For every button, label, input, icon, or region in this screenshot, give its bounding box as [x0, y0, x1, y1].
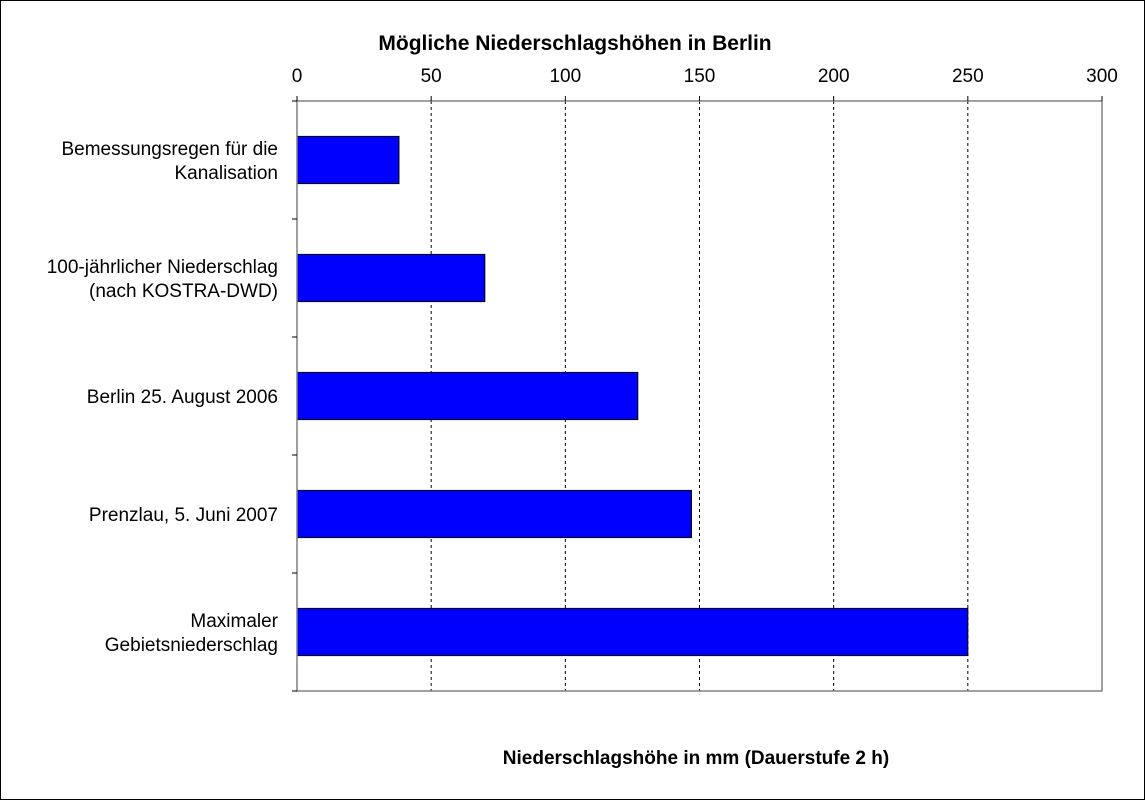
x-tick-label: 200	[818, 66, 850, 87]
x-tick-label: 0	[292, 66, 303, 87]
category-label-line: 100-jährlicher Niederschlag	[47, 257, 278, 278]
x-tick-label: 300	[1086, 66, 1118, 87]
x-tick-label: 150	[684, 66, 716, 87]
x-tick-label: 50	[421, 66, 442, 87]
category-label-line: Prenzlau, 5. Juni 2007	[89, 505, 278, 526]
bar	[296, 135, 400, 185]
category-label: Maximaler Gebietsniederschlag	[105, 611, 279, 656]
category-label-line: Maximaler	[190, 611, 278, 632]
category-label: 100-jährlicher Niederschlag (nach KOSTRA-…	[47, 257, 278, 302]
x-tick-label: 250	[952, 66, 984, 87]
chart-title: Mögliche Niederschlagshöhen in Berlin	[378, 32, 771, 55]
bar	[296, 489, 692, 539]
bar	[296, 253, 486, 303]
category-labels: Bemessungsregen für die Kanalisation 100-j…	[47, 139, 279, 656]
category-label-line: Bemessungsregen für die	[61, 139, 278, 160]
x-axis-title: Niederschlagshöhe in mm (Dauerstufe 2 h)	[503, 748, 889, 769]
bar	[296, 607, 969, 657]
category-label-line: Kanalisation	[174, 163, 278, 184]
category-label: Bemessungsregen für die Kanalisation	[61, 139, 278, 184]
bar	[296, 371, 639, 421]
category-label: Prenzlau, 5. Juni 2007	[89, 505, 278, 526]
bars	[296, 135, 969, 657]
x-axis-ticks: 0 50 100 150 200 250 300	[292, 66, 1118, 692]
category-label-line: Gebietsniederschlag	[105, 635, 278, 656]
category-label-line: Berlin 25. August 2006	[87, 387, 278, 408]
category-label: Berlin 25. August 2006	[87, 387, 278, 408]
category-label-line: (nach KOSTRA-DWD)	[89, 281, 278, 302]
x-tick-label: 100	[549, 66, 581, 87]
